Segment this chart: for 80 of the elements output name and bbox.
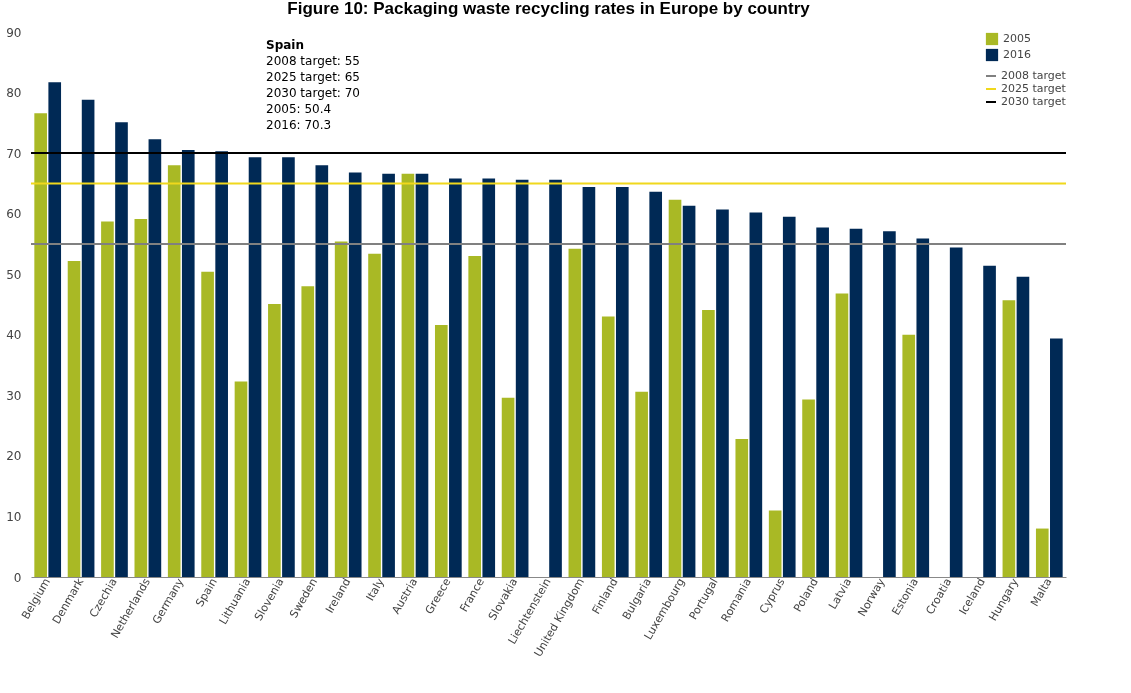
y-tick-label: 50 — [6, 267, 22, 282]
bar — [849, 228, 863, 577]
y-tick-label: 80 — [6, 86, 22, 101]
bar — [601, 316, 615, 577]
bar — [735, 438, 749, 577]
bar — [234, 381, 248, 577]
bar — [883, 231, 896, 577]
bar — [334, 241, 348, 577]
bar — [549, 179, 562, 577]
bar — [101, 221, 114, 577]
bar — [716, 209, 729, 577]
bar — [415, 173, 429, 577]
bar — [115, 122, 128, 577]
bar — [81, 99, 95, 577]
annotation: 2008 target: 55 — [266, 54, 360, 68]
bar — [582, 187, 596, 577]
bar — [282, 157, 295, 577]
bar — [902, 334, 916, 577]
legend-label: 2025 target — [1001, 82, 1067, 95]
y-tick-label: 60 — [6, 207, 22, 222]
bar — [134, 219, 148, 577]
bar — [67, 260, 81, 577]
bar — [248, 157, 262, 577]
legend-label: 2016 — [1003, 48, 1031, 61]
bar — [949, 247, 963, 577]
bar — [782, 216, 796, 577]
bar — [768, 510, 782, 577]
bar — [501, 397, 515, 577]
bar — [1050, 338, 1063, 577]
y-tick-label: 30 — [6, 388, 22, 403]
bar — [34, 113, 47, 577]
y-tick-label: 0 — [13, 570, 22, 585]
bar — [749, 212, 763, 577]
bar — [668, 199, 682, 577]
bar — [983, 265, 996, 577]
bar — [916, 238, 930, 577]
bar — [1002, 300, 1016, 577]
y-tick-label: 10 — [6, 509, 22, 524]
bar — [348, 172, 362, 577]
bar — [167, 165, 181, 577]
annotation: 2025 target: 65 — [266, 70, 360, 84]
y-tick-label: 70 — [6, 146, 22, 161]
bar — [1016, 276, 1030, 577]
bar — [382, 173, 395, 577]
bar — [315, 165, 329, 577]
bar — [615, 187, 629, 577]
y-tick-label: 20 — [6, 449, 22, 464]
bar — [181, 150, 195, 577]
bar — [434, 325, 448, 577]
bar — [468, 256, 482, 577]
annotation: 2005: 50.4 — [266, 102, 332, 116]
bar — [301, 286, 315, 577]
legend-label: 2030 target — [1001, 95, 1067, 108]
bar — [401, 173, 415, 577]
bar — [835, 293, 849, 577]
legend-label: 2005 — [1003, 32, 1031, 45]
y-tick-label: 90 — [6, 25, 22, 40]
bar — [635, 391, 648, 577]
annotation: Spain — [266, 38, 304, 52]
annotation: 2030 target: 70 — [266, 86, 360, 100]
bar — [482, 178, 496, 577]
bar — [48, 82, 62, 577]
bar — [268, 303, 281, 577]
bar — [368, 253, 381, 577]
y-tick-label: 40 — [6, 328, 22, 343]
bar — [802, 399, 815, 577]
legend-label: 2008 target — [1001, 69, 1067, 82]
bar — [568, 248, 582, 577]
bar — [449, 178, 462, 577]
bar — [215, 151, 228, 577]
bar — [649, 191, 663, 577]
bar — [816, 227, 829, 577]
bar — [515, 179, 529, 577]
annotation: 2016: 70.3 — [266, 118, 332, 132]
bar — [201, 271, 214, 577]
bar — [702, 309, 715, 577]
bar — [1035, 528, 1049, 577]
bar — [682, 205, 696, 577]
bar — [148, 139, 162, 577]
chart-title: Figure 10: Packaging waste recycling rates in Europe by country — [287, 0, 811, 18]
